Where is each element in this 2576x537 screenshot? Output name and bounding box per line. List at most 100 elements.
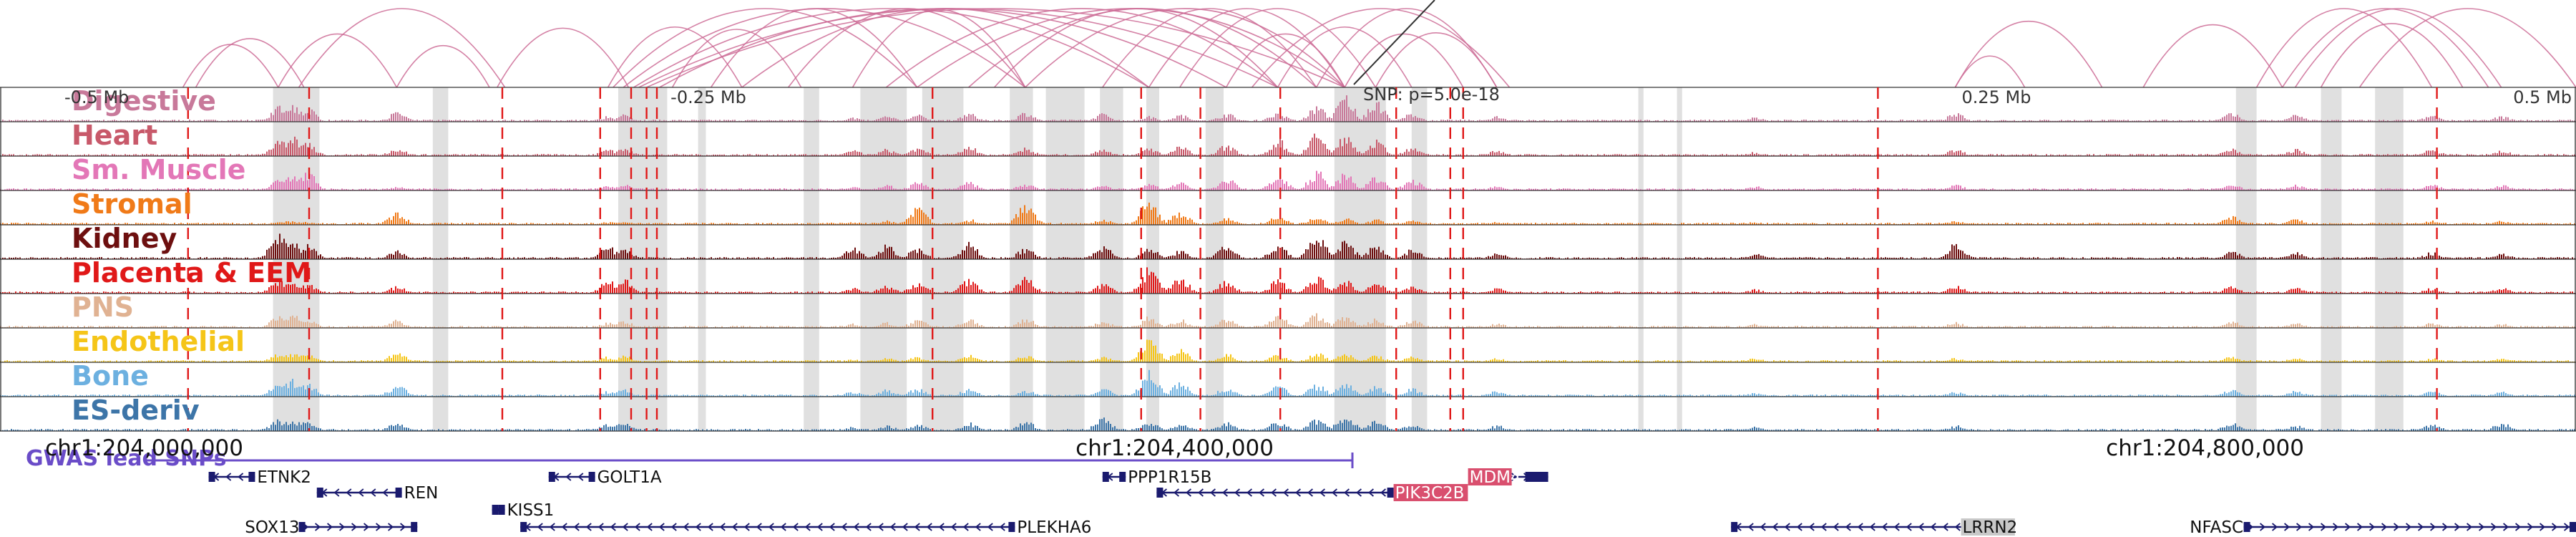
- exon: [1731, 522, 1738, 532]
- exon: [395, 488, 402, 498]
- strand-arrow: [1833, 523, 1839, 531]
- strand-arrow: [768, 523, 774, 531]
- strand-arrow: [1796, 523, 1802, 531]
- strand-arrow: [2479, 523, 2485, 531]
- strand-arrow: [358, 488, 364, 497]
- offset-label: -0.25 Mb: [670, 87, 746, 107]
- strand-arrow: [2260, 523, 2266, 531]
- strand-arrow: [2564, 523, 2570, 531]
- strand-arrow: [658, 523, 665, 531]
- strand-arrow: [1355, 488, 1362, 497]
- strand-arrow: [1808, 523, 1815, 531]
- strand-arrow: [2272, 523, 2278, 531]
- signal-heart: [0, 133, 2576, 156]
- strand-arrow: [646, 523, 653, 531]
- gwas-label: GWAS lead SNPs: [26, 446, 226, 471]
- strand-arrow: [2418, 523, 2424, 531]
- exon: [411, 522, 418, 532]
- exon: [2243, 522, 2250, 532]
- exon: [588, 472, 595, 482]
- gene-label-golt1a: GOLT1A: [597, 468, 662, 487]
- strand-arrow: [400, 523, 406, 531]
- loop-arc: [2281, 8, 2489, 88]
- gene-label-etnk2: ETNK2: [257, 468, 311, 487]
- strand-arrow: [634, 523, 640, 531]
- chromatin-loops: [182, 8, 2576, 88]
- strand-arrow: [1760, 523, 1766, 531]
- strand-arrow: [597, 523, 604, 531]
- strand-arrow: [2296, 523, 2303, 531]
- strand-arrow: [1511, 473, 1518, 481]
- loop-arc: [994, 8, 1279, 88]
- track-label-bone: Bone: [72, 360, 149, 392]
- strand-arrow: [585, 523, 592, 531]
- loop-arc: [623, 8, 1026, 88]
- strand-arrow: [1881, 523, 1888, 531]
- exon: [2570, 522, 2576, 532]
- strand-arrow: [1857, 523, 1863, 531]
- strand-arrow: [804, 523, 811, 531]
- strand-arrow: [2467, 523, 2473, 531]
- gene-label-mdm4: MDM4: [1470, 468, 1521, 487]
- loop-arc: [1277, 26, 1413, 88]
- loop-arc: [396, 45, 490, 88]
- strand-arrow: [841, 523, 847, 531]
- strand-arrow: [2406, 523, 2412, 531]
- strand-arrow: [816, 523, 823, 531]
- strand-arrow: [2321, 523, 2327, 531]
- strand-arrow: [2491, 523, 2497, 531]
- signal-kidney: [0, 233, 2576, 259]
- strand-arrow: [370, 488, 376, 497]
- strand-arrow: [865, 523, 872, 531]
- loop-arc: [613, 8, 918, 88]
- strand-arrow: [719, 523, 726, 531]
- strand-arrow: [926, 523, 932, 531]
- strand-arrow: [2430, 523, 2436, 531]
- loop-arc: [2294, 8, 2502, 88]
- signal-tracks: [0, 87, 2576, 432]
- strand-arrow: [2345, 523, 2351, 531]
- gene-label-sox13: SOX13: [245, 518, 299, 537]
- strand-arrow: [1869, 523, 1875, 531]
- strand-arrow: [622, 523, 628, 531]
- track-label-sm-muscle: Sm. Muscle: [72, 154, 245, 185]
- loop-arc: [2320, 23, 2464, 88]
- strand-arrow: [1270, 488, 1277, 497]
- loop-arc: [195, 38, 305, 88]
- strand-arrow: [756, 523, 762, 531]
- loop-arc: [787, 8, 1026, 88]
- loop-arc: [1954, 21, 2103, 88]
- loop-arc: [741, 8, 1150, 88]
- strand-arrow: [610, 523, 616, 531]
- loop-arc: [1025, 8, 1345, 88]
- strand-arrow: [877, 523, 884, 531]
- strand-arrow: [914, 523, 920, 531]
- exon: [1387, 488, 1394, 498]
- loop-arc: [182, 44, 279, 88]
- track-label-endothelial: Endothelial: [72, 326, 245, 357]
- strand-arrow: [561, 523, 567, 531]
- gwas-lead-snps: GWAS lead SNPs: [26, 446, 1354, 471]
- track-label-stromal: Stromal: [72, 188, 192, 220]
- loop-arc: [278, 33, 398, 88]
- loop-arc: [852, 9, 1026, 88]
- signal-endothelial: [0, 339, 2576, 362]
- strand-arrow: [577, 473, 584, 481]
- strand-arrow: [1246, 488, 1252, 497]
- strand-arrow: [315, 523, 321, 531]
- loop-arc: [1344, 33, 1464, 88]
- strand-arrow: [950, 523, 957, 531]
- strand-arrow: [938, 523, 945, 531]
- strand-arrow: [1942, 523, 1948, 531]
- strand-arrow: [2381, 523, 2388, 531]
- strand-arrow: [2394, 523, 2400, 531]
- strand-arrow: [1319, 488, 1325, 497]
- track-label-digestive: Digestive: [72, 85, 216, 117]
- strand-arrow: [2333, 523, 2339, 531]
- gene-label-lrrn2: LRRN2: [1963, 518, 2018, 537]
- loop-arc: [1225, 33, 1345, 88]
- strand-arrow: [333, 488, 340, 497]
- genomic-coordinates: chr1:204,000,000 chr1:204,400,000 chr1:204…: [45, 435, 2304, 461]
- strand-arrow: [670, 523, 677, 531]
- loop-arc: [298, 8, 506, 88]
